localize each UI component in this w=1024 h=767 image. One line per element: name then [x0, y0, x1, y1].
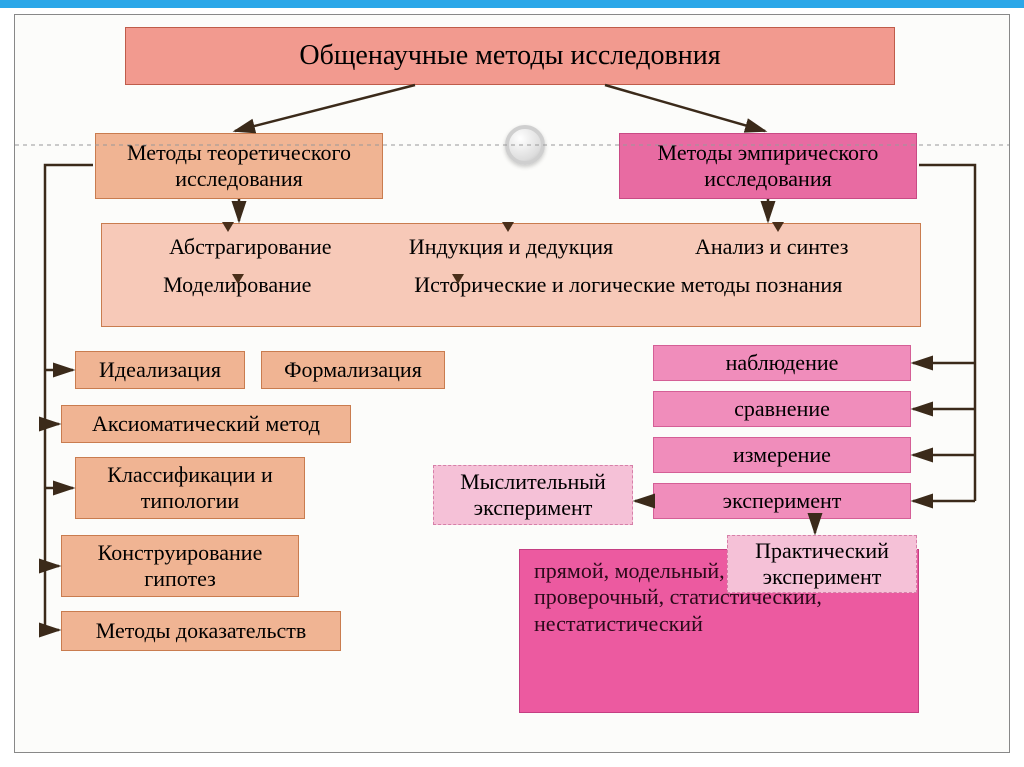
arrow-line [605, 85, 765, 131]
item-label: Конструирование гипотез [68, 540, 292, 593]
item-label: Идеализация [99, 357, 221, 383]
arrow-down-icon [502, 222, 514, 232]
empirical-item: измерение [653, 437, 911, 473]
item-label: эксперимент [723, 488, 842, 514]
arrow-down-icon [232, 274, 244, 284]
item-label: Мыслительный эксперимент [440, 469, 626, 522]
shared-item: Абстрагирование [120, 234, 381, 260]
item-label: наблюдение [726, 350, 839, 376]
arrow-down-icon [452, 274, 464, 284]
item-label: Формализация [284, 357, 422, 383]
binder-ring-decoration [505, 125, 545, 165]
diagram-canvas: Общенаучные методы исследовния Методы те… [14, 14, 1010, 753]
title-box: Общенаучные методы исследовния [125, 27, 895, 85]
shared-row-1: Абстрагирование Индукция и дедукция Анал… [120, 234, 902, 260]
shared-methods-box: Абстрагирование Индукция и дедукция Анал… [101, 223, 921, 327]
right-spine [919, 165, 975, 501]
item-label: Практический эксперимент [734, 538, 910, 591]
arrow-down-icon [772, 222, 784, 232]
item-label: сравнение [734, 396, 830, 422]
arrow-line [235, 85, 415, 131]
mental-experiment-box: Мыслительный эксперимент [433, 465, 633, 525]
theoretical-item: Аксиоматический метод [61, 405, 351, 443]
practical-experiment-box: Практический эксперимент [727, 535, 917, 593]
theoretical-item: Формализация [261, 351, 445, 389]
theoretical-item: Классификации и типологии [75, 457, 305, 519]
empirical-item: сравнение [653, 391, 911, 427]
left-branch-label: Методы теоретического исследования [102, 140, 376, 193]
theoretical-item: Методы доказательств [61, 611, 341, 651]
left-branch-box: Методы теоретического исследования [95, 133, 383, 199]
right-branch-box: Методы эмпирического исследования [619, 133, 917, 199]
shared-item: Анализ и синтез [641, 234, 902, 260]
title-text: Общенаучные методы исследовния [299, 39, 720, 73]
arrow-down-icon [222, 222, 234, 232]
top-accent-bar [0, 0, 1024, 8]
theoretical-item: Конструирование гипотез [61, 535, 299, 597]
theoretical-item: Идеализация [75, 351, 245, 389]
item-label: Аксиоматический метод [92, 411, 320, 437]
item-label: измерение [733, 442, 831, 468]
empirical-item: наблюдение [653, 345, 911, 381]
right-branch-label: Методы эмпирического исследования [626, 140, 910, 193]
shared-item: Исторические и логические методы познани… [355, 272, 902, 298]
item-label: Методы доказательств [96, 618, 307, 644]
item-label: Классификации и типологии [82, 462, 298, 515]
shared-item: Индукция и дедукция [381, 234, 642, 260]
empirical-item: эксперимент [653, 483, 911, 519]
